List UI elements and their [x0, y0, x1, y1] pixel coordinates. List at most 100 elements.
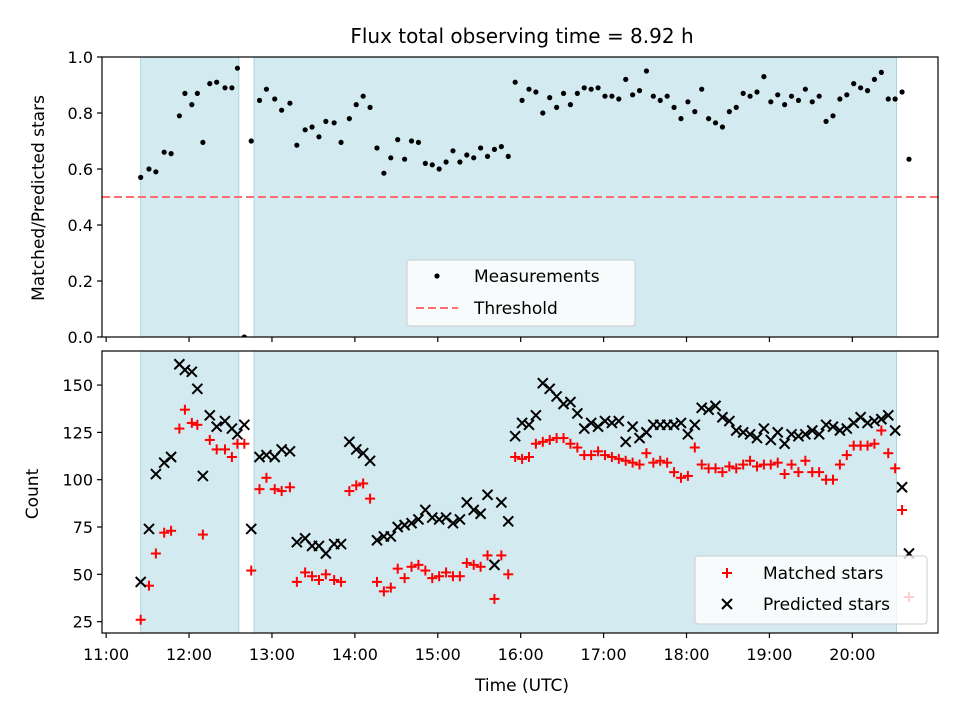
- measurement-point: [595, 85, 601, 91]
- measurement-point: [381, 170, 387, 176]
- predicted-star-point: [447, 517, 459, 529]
- y-tick-label: 125: [62, 423, 93, 442]
- predicted-star-point: [751, 432, 763, 444]
- x-tick-label: 15:00: [415, 645, 461, 664]
- measurement-point: [294, 142, 300, 148]
- marker-stroke: [191, 383, 204, 395]
- y-tick-label: 0.4: [68, 216, 93, 235]
- measurement-point: [678, 116, 684, 122]
- measurement-point: [450, 148, 456, 154]
- bottom-x-axis-label: Time (UTC): [474, 676, 569, 696]
- predicted-star-point: [186, 366, 198, 378]
- measurement-point: [176, 113, 182, 119]
- marker-stroke: [226, 422, 238, 435]
- matched-star-point: [599, 450, 610, 461]
- predicted-star-point: [245, 523, 257, 535]
- marker-stroke: [364, 455, 376, 467]
- measurement-point: [526, 86, 532, 92]
- predicted-star-point: [744, 428, 756, 440]
- measurement-point: [823, 118, 829, 124]
- marker-stroke: [730, 424, 742, 437]
- measurement-point: [323, 118, 329, 124]
- matched-star-point: [399, 573, 410, 584]
- measurement-point: [331, 120, 337, 126]
- marker-stroke: [426, 511, 438, 524]
- marker-stroke: [343, 436, 356, 448]
- measurement-point: [609, 93, 615, 99]
- measurement-point: [851, 81, 857, 87]
- measurement-point: [429, 162, 435, 168]
- matched-star-point: [358, 478, 369, 489]
- measurement-point: [388, 155, 394, 161]
- measurement-point: [443, 159, 449, 165]
- marker-stroke: [502, 515, 514, 528]
- matched-star-point: [572, 442, 583, 453]
- marker-stroke: [299, 532, 311, 545]
- matched-star-point: [197, 529, 208, 540]
- predicted-star-point: [385, 530, 397, 543]
- matched-star-point: [662, 457, 673, 468]
- measurement-point: [699, 86, 705, 92]
- predicted-star-point: [260, 449, 273, 461]
- matched-star-point: [420, 565, 431, 576]
- measurement-point: [241, 334, 247, 337]
- predicted-star-point: [523, 419, 535, 431]
- matched-star-point: [731, 463, 742, 474]
- marker-stroke: [275, 443, 288, 456]
- marker-stroke: [875, 413, 888, 425]
- matched-star-point: [269, 484, 280, 495]
- marker-stroke: [210, 420, 223, 433]
- matched-star-point: [814, 467, 825, 478]
- y-tick-label: 75: [73, 518, 93, 537]
- marker-stroke: [550, 390, 563, 403]
- x-tick-label: 18:00: [663, 645, 709, 664]
- marker-stroke: [813, 428, 825, 440]
- matched-star-point: [186, 417, 197, 428]
- marker-stroke: [313, 540, 325, 552]
- measurement-point: [309, 124, 315, 130]
- marker-stroke: [785, 428, 798, 440]
- measurement-point: [229, 85, 235, 91]
- marker-stroke: [772, 426, 784, 439]
- marker-stroke: [173, 358, 186, 370]
- matched-star-point: [344, 486, 355, 497]
- predicted-star-point: [585, 417, 597, 429]
- measurement-point: [685, 99, 691, 105]
- matched-star-point: [159, 527, 170, 538]
- measurement-point: [630, 92, 636, 98]
- top-chart-title: Flux total observing time = 8.92 h: [350, 24, 693, 48]
- marker-stroke: [447, 517, 459, 529]
- predicted-star-point: [495, 496, 508, 509]
- measurement-point: [616, 96, 622, 102]
- matched-star-point: [329, 575, 340, 586]
- predicted-star-point: [875, 413, 888, 425]
- predicted-star-point: [165, 451, 177, 463]
- measurement-point: [457, 159, 463, 165]
- matched-star-point: [655, 455, 666, 466]
- marker-stroke: [896, 481, 908, 493]
- predicted-star-point: [834, 424, 846, 437]
- predicted-star-point: [210, 420, 223, 433]
- y-tick-label: 25: [73, 613, 93, 632]
- predicted-star-point: [792, 430, 805, 442]
- matched-star-point: [239, 438, 250, 449]
- matched-star-point: [523, 451, 534, 462]
- matched-star-point: [261, 472, 272, 483]
- marker-stroke: [474, 508, 487, 520]
- measurement-point: [574, 90, 580, 96]
- measurement-point: [374, 145, 380, 151]
- matched-star-point: [876, 425, 887, 436]
- measurement-point: [505, 153, 511, 159]
- marker-stroke: [398, 519, 411, 531]
- predicted-star-point: [134, 576, 147, 588]
- measurement-point: [533, 89, 539, 95]
- predicted-star-point: [606, 417, 618, 429]
- measurement-point: [733, 104, 739, 110]
- measurement-point: [153, 169, 159, 175]
- bottom-y-axis-label: Count: [23, 468, 43, 519]
- predicted-star-point: [571, 407, 584, 420]
- predicted-star-point: [668, 419, 680, 431]
- marker-stroke: [861, 417, 874, 429]
- matched-star-point: [517, 453, 528, 464]
- marker-stroke: [537, 377, 549, 389]
